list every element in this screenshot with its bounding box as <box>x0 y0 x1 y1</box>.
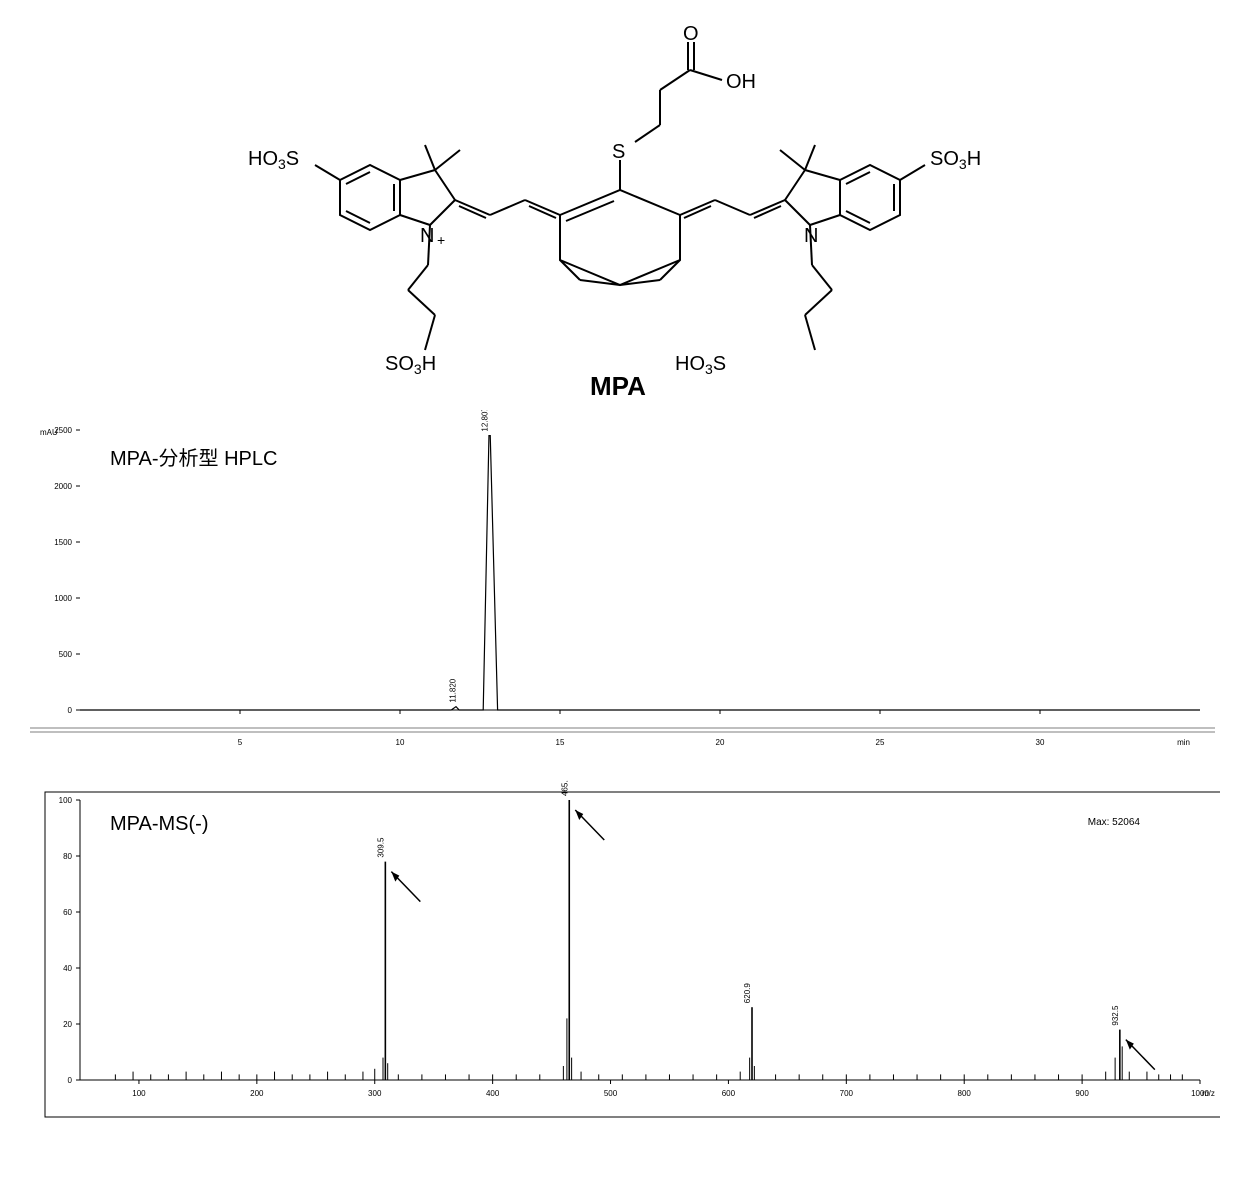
svg-text:620.9: 620.9 <box>743 983 752 1004</box>
structure-svg: HO3S SO3H O OH S N + N SO3H HO3S MPA <box>210 20 1030 400</box>
label-ho3s-left: HO3S <box>248 148 299 172</box>
svg-text:min: min <box>1177 738 1190 747</box>
svg-text:400: 400 <box>486 1089 500 1098</box>
svg-text:Max: 52064: Max: 52064 <box>1088 817 1141 828</box>
svg-text:600: 600 <box>722 1089 736 1098</box>
svg-text:200: 200 <box>250 1089 264 1098</box>
svg-text:40: 40 <box>63 964 72 973</box>
svg-text:m/z: m/z <box>1202 1089 1215 1098</box>
svg-text:12.807: 12.807 <box>481 410 490 432</box>
hplc-chart: 0500100015002000250051015202530mAUmin11.… <box>20 410 1220 770</box>
svg-text:500: 500 <box>604 1089 618 1098</box>
label-n-right: N <box>804 225 818 247</box>
svg-text:500: 500 <box>59 650 73 659</box>
svg-text:25: 25 <box>876 738 885 747</box>
svg-text:932.5: 932.5 <box>1111 1005 1120 1026</box>
label-n-left: N <box>420 225 434 247</box>
svg-text:15: 15 <box>556 738 565 747</box>
chemical-structure: HO3S SO3H O OH S N + N SO3H HO3S MPA <box>20 20 1220 400</box>
svg-text:900: 900 <box>1075 1089 1089 1098</box>
svg-text:800: 800 <box>958 1089 972 1098</box>
svg-text:20: 20 <box>63 1020 72 1029</box>
svg-text:10: 10 <box>396 738 405 747</box>
svg-text:30: 30 <box>1036 738 1045 747</box>
svg-text:300: 300 <box>368 1089 382 1098</box>
hplc-svg: 0500100015002000250051015202530mAUmin11.… <box>20 410 1220 770</box>
label-so3h-bl: SO3H <box>385 353 436 377</box>
svg-text:100: 100 <box>132 1089 146 1098</box>
svg-text:MPA-MS(-): MPA-MS(-) <box>110 813 209 835</box>
svg-text:MPA-分析型 HPLC: MPA-分析型 HPLC <box>110 447 277 470</box>
label-s: S <box>612 141 625 163</box>
ms-svg: 0204060801001002003004005006007008009001… <box>20 780 1220 1120</box>
svg-text:100: 100 <box>59 796 73 805</box>
label-oh: OH <box>726 71 756 93</box>
svg-text:700: 700 <box>840 1089 854 1098</box>
svg-text:1000: 1000 <box>54 594 72 603</box>
svg-text:11.820: 11.820 <box>449 678 458 702</box>
svg-text:5: 5 <box>238 738 243 747</box>
label-so3h-right: SO3H <box>930 148 981 172</box>
svg-text:309.5: 309.5 <box>376 837 385 858</box>
label-o: O <box>683 23 699 45</box>
svg-text:465.2: 465.2 <box>560 780 569 796</box>
svg-text:0: 0 <box>68 1076 73 1085</box>
svg-text:mAU: mAU <box>40 428 58 437</box>
ms-chart: 0204060801001002003004005006007008009001… <box>20 780 1220 1120</box>
structure-name: MPA <box>590 371 646 400</box>
svg-text:0: 0 <box>68 706 73 715</box>
svg-text:20: 20 <box>716 738 725 747</box>
svg-text:60: 60 <box>63 908 72 917</box>
label-ho3s-br: HO3S <box>675 353 726 377</box>
svg-text:2000: 2000 <box>54 482 72 491</box>
svg-text:1500: 1500 <box>54 538 72 547</box>
svg-text:80: 80 <box>63 852 72 861</box>
label-plus: + <box>437 232 445 248</box>
